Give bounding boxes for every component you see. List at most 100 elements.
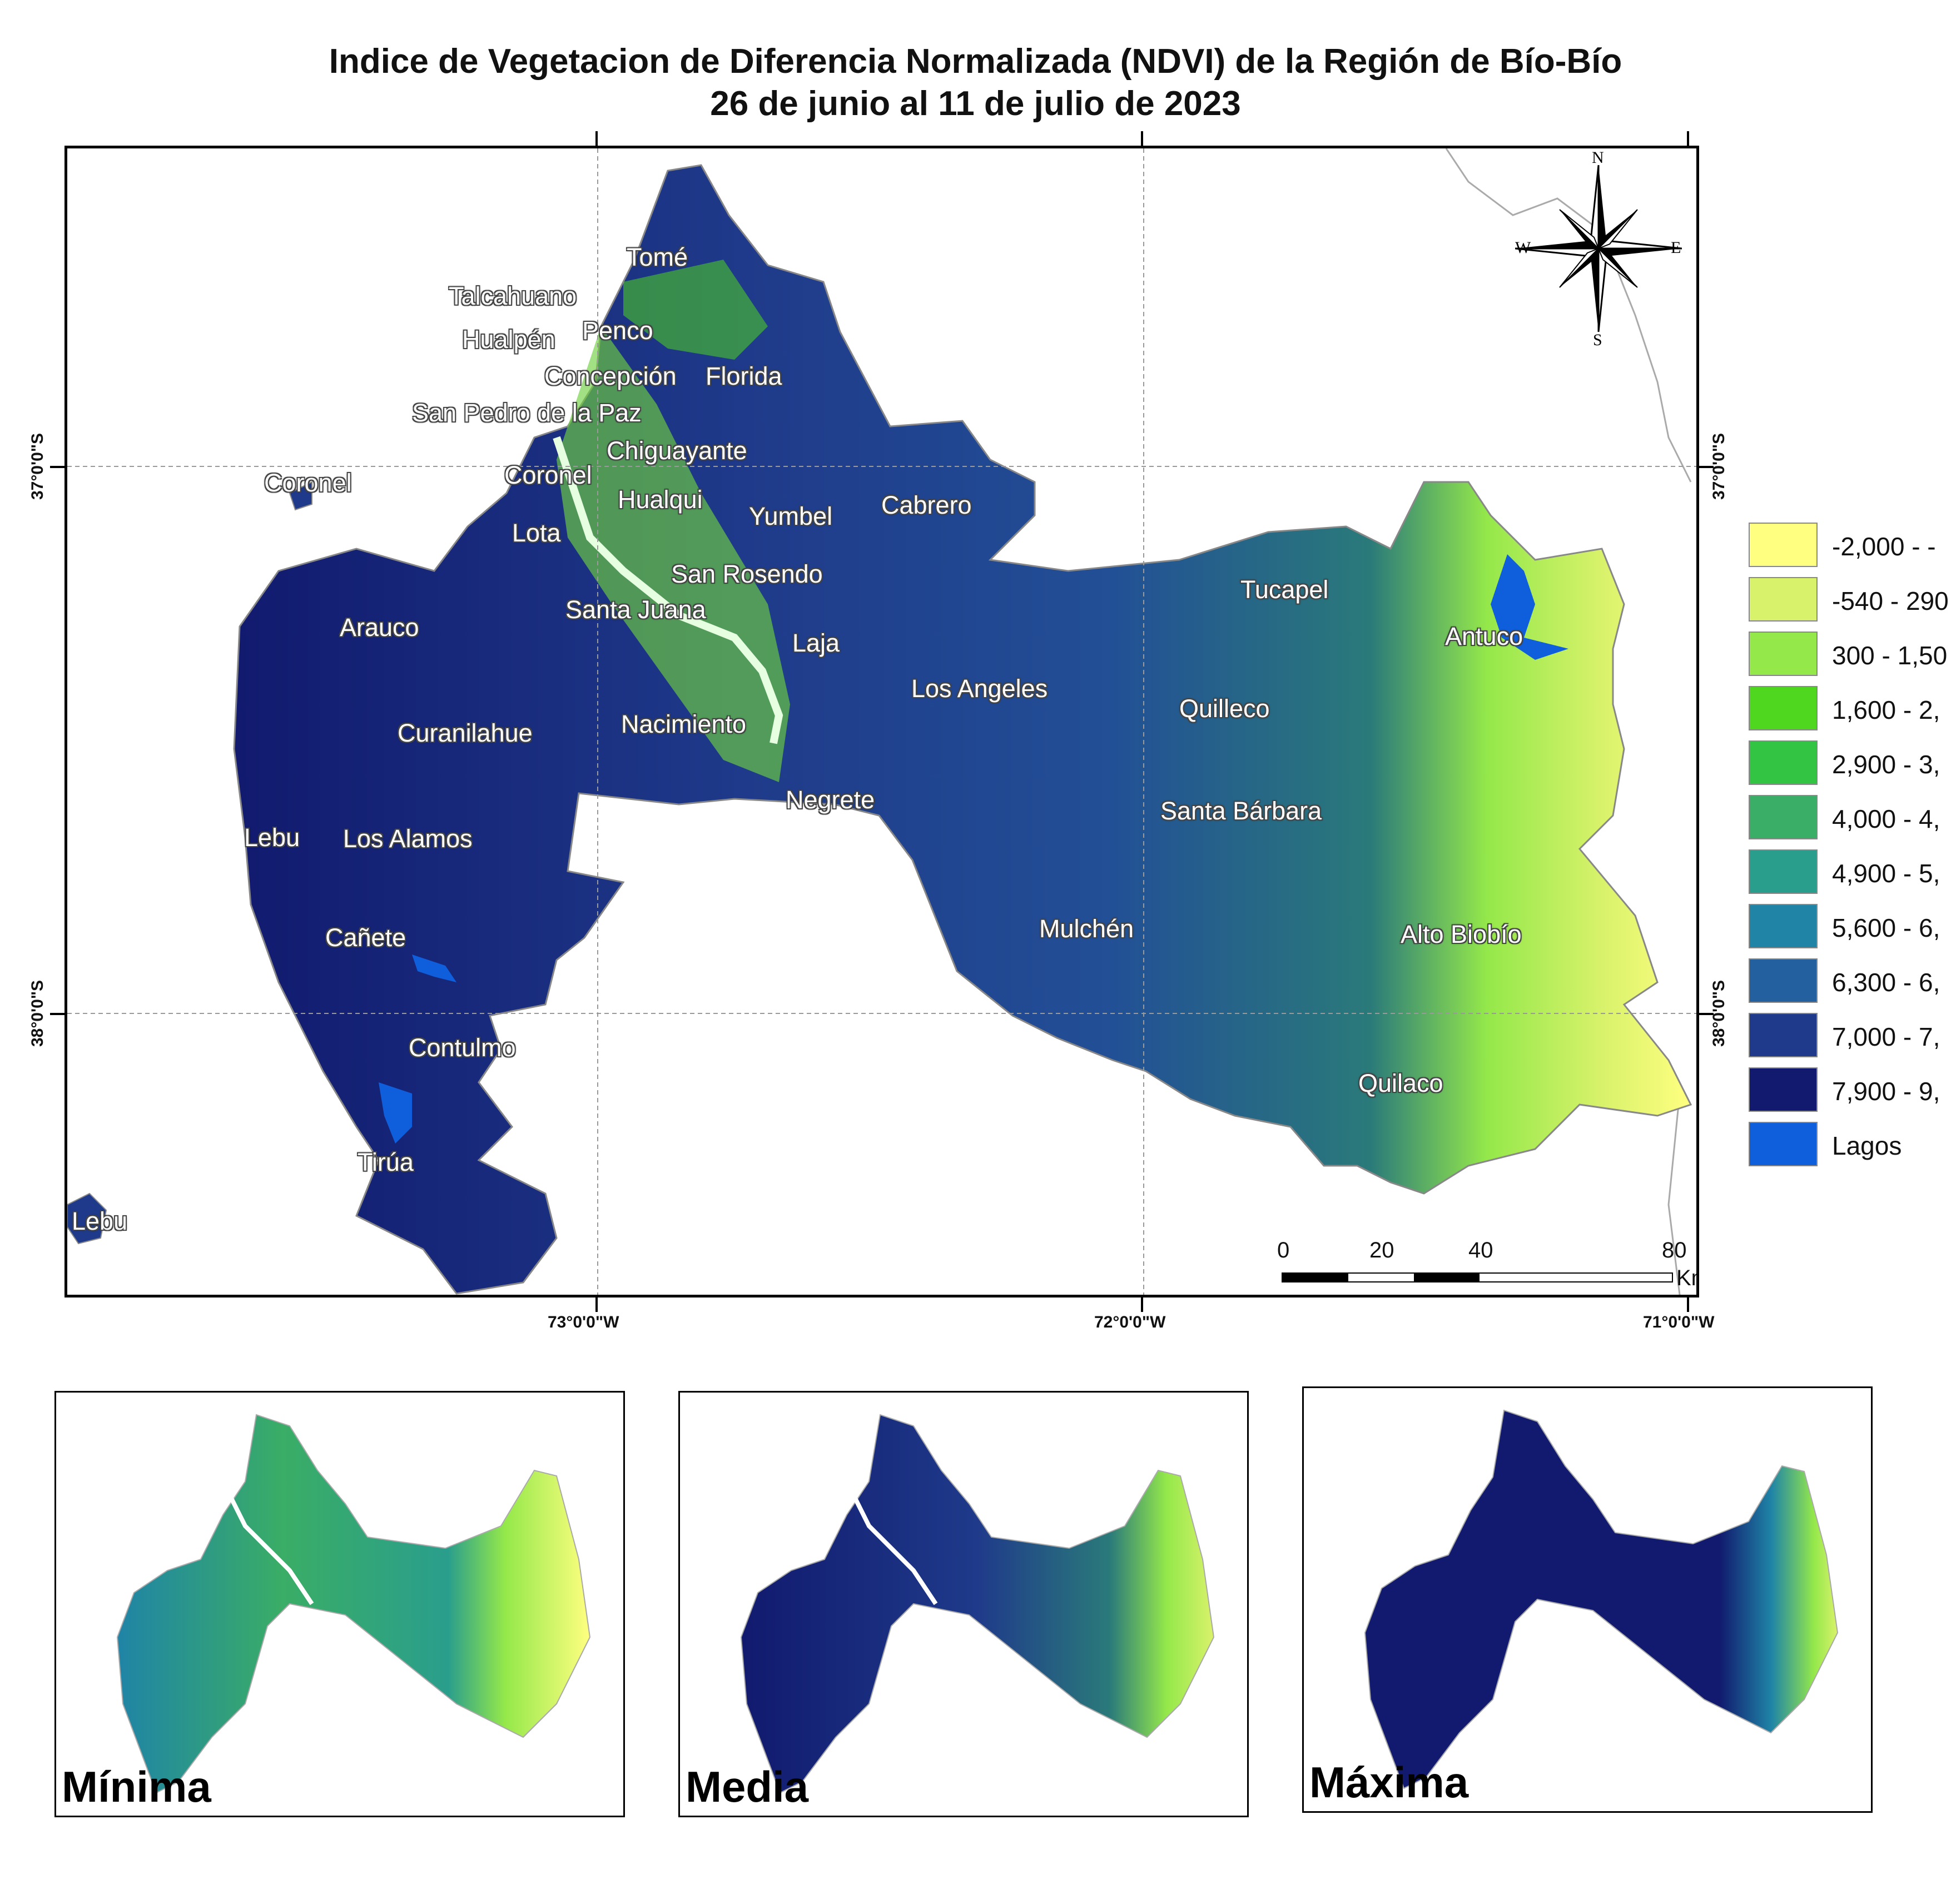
- legend-swatch: [1749, 577, 1818, 622]
- city-label: Lebu: [72, 1207, 128, 1235]
- region-bio-bio: [116, 1414, 591, 1794]
- region-bio-bio: [740, 1414, 1215, 1794]
- legend-label: 300 - 1,50: [1832, 641, 1948, 670]
- inset-label: Máxima: [1309, 1758, 1469, 1807]
- lat-label-right: 38°0'0"S: [1710, 980, 1729, 1047]
- city-label: Penco: [582, 316, 653, 345]
- frame-tick: [1141, 131, 1143, 146]
- scale-unit: Km: [1676, 1266, 1696, 1290]
- legend-label: Lagos: [1832, 1131, 1902, 1160]
- legend-swatch: [1749, 1013, 1818, 1057]
- city-label: Laja: [792, 629, 840, 657]
- frame-tick: [1699, 466, 1714, 468]
- lake-laja: [1491, 554, 1568, 660]
- inset-map-minima[interactable]: Mínima: [54, 1391, 625, 1817]
- city-label: San Rosendo: [671, 560, 823, 588]
- city-label: Santa Bárbara: [1160, 797, 1322, 825]
- legend-label: 7,000 - 7,: [1832, 1022, 1940, 1051]
- city-label: Tirúa: [358, 1148, 414, 1176]
- city-label: Negrete: [786, 786, 875, 814]
- biobio-river: [553, 436, 783, 744]
- legend-label: 1,600 - 2,: [1832, 695, 1940, 724]
- legend-label: 4,000 - 4,: [1832, 804, 1940, 833]
- green-valley: [557, 326, 790, 782]
- frame-tick: [1687, 1297, 1689, 1312]
- city-label: Cañete: [325, 923, 406, 952]
- island-santa-maria: [289, 481, 312, 511]
- legend-label: 4,900 - 5,: [1832, 859, 1940, 888]
- city-label: Arauco: [340, 613, 419, 642]
- legend-label: 6,300 - 6,: [1832, 968, 1940, 997]
- compass-rose-icon: [1515, 165, 1682, 332]
- lon-label: 71°0'0"W: [1643, 1313, 1715, 1331]
- lat-label-left: 37°0'0"S: [28, 432, 47, 500]
- city-label: Tucapel: [1240, 575, 1329, 604]
- map-title-line2: 26 de junio al 11 de julio de 2023: [710, 84, 1241, 123]
- neighbor-boundary: [1667, 1093, 1681, 1295]
- main-map[interactable]: Tomé Talcahuano Hualpén Penco Concepción…: [64, 146, 1699, 1297]
- inset-ndvi-map: [116, 1414, 591, 1794]
- scale-label: 40: [1468, 1238, 1493, 1262]
- green-coast: [623, 260, 768, 360]
- legend-label: 5,600 - 6,: [1832, 913, 1940, 942]
- frame-tick: [595, 1297, 598, 1312]
- legend-swatch: [1749, 523, 1818, 567]
- legend-swatch: [1749, 740, 1818, 785]
- city-label: Talcahuano: [449, 282, 577, 310]
- city-label: Chiguayante: [607, 436, 747, 465]
- city-label: Hualpén: [462, 325, 555, 354]
- compass-e: E: [1671, 238, 1681, 257]
- city-label: Alto Biobío: [1401, 920, 1522, 948]
- inset-label: Media: [686, 1762, 809, 1811]
- inset-ndvi-map: [740, 1414, 1215, 1794]
- region-bio-bio: [1364, 1409, 1839, 1789]
- city-label: Quilleco: [1179, 694, 1270, 723]
- map-title-line1: Indice de Vegetacion de Diferencia Norma…: [329, 42, 1622, 81]
- city-label: Curanilahue: [398, 719, 533, 747]
- city-label: San Pedro de la Paz: [412, 399, 642, 427]
- legend-label: 2,900 - 3,: [1832, 750, 1940, 779]
- scale-label: 0: [1277, 1238, 1290, 1262]
- city-label: Tomé: [627, 243, 688, 271]
- compass-s: S: [1593, 331, 1602, 349]
- legend-label: 7,900 - 9,: [1832, 1077, 1940, 1106]
- city-label: Quilaco: [1358, 1069, 1443, 1097]
- frame-tick: [50, 1013, 64, 1015]
- scale-label: 80: [1662, 1238, 1687, 1262]
- compass-n: N: [1592, 148, 1604, 167]
- city-label: Lebu: [244, 823, 300, 852]
- city-label: Mulchén: [1039, 914, 1134, 943]
- compass-w: W: [1515, 238, 1531, 257]
- inset-map-media[interactable]: Media: [678, 1391, 1249, 1817]
- inset-map-maxima[interactable]: Máxima: [1302, 1386, 1873, 1813]
- scale-bar: 0 20 40 80 Km: [1277, 1238, 1696, 1294]
- inset-label: Mínima: [62, 1762, 211, 1811]
- legend-swatch: [1749, 904, 1818, 948]
- city-label: Coronel: [264, 469, 352, 497]
- city-label: Cabrero: [881, 491, 972, 519]
- frame-tick: [1687, 131, 1689, 146]
- biobio-river: [221, 1480, 314, 1605]
- lon-label: 72°0'0"W: [1094, 1313, 1166, 1331]
- city-label: Concepción: [544, 362, 677, 390]
- legend-label: -540 - 290: [1832, 586, 1949, 615]
- inset-ndvi-map: [1364, 1409, 1839, 1789]
- city-label: Los Alamos: [343, 824, 473, 853]
- legend-swatch: [1749, 958, 1818, 1003]
- city-label: Florida: [706, 362, 782, 390]
- city-label: Nacimiento: [621, 710, 747, 738]
- city-label: Coronel: [504, 461, 592, 489]
- frame-tick: [595, 131, 598, 146]
- legend-swatch: [1749, 632, 1818, 676]
- city-label: Lota: [512, 519, 561, 547]
- lat-label-right: 37°0'0"S: [1710, 432, 1729, 500]
- lake-lleulleu: [379, 1082, 412, 1144]
- city-label: Antuco: [1445, 622, 1523, 650]
- ndvi-map: [67, 148, 1696, 1295]
- legend-label: -2,000 - -: [1832, 532, 1936, 561]
- legend-swatch: [1749, 1122, 1818, 1166]
- frame-tick: [50, 466, 64, 468]
- lon-label: 73°0'0"W: [548, 1313, 619, 1331]
- scale-label: 20: [1369, 1238, 1394, 1262]
- legend-swatch: [1749, 1067, 1818, 1112]
